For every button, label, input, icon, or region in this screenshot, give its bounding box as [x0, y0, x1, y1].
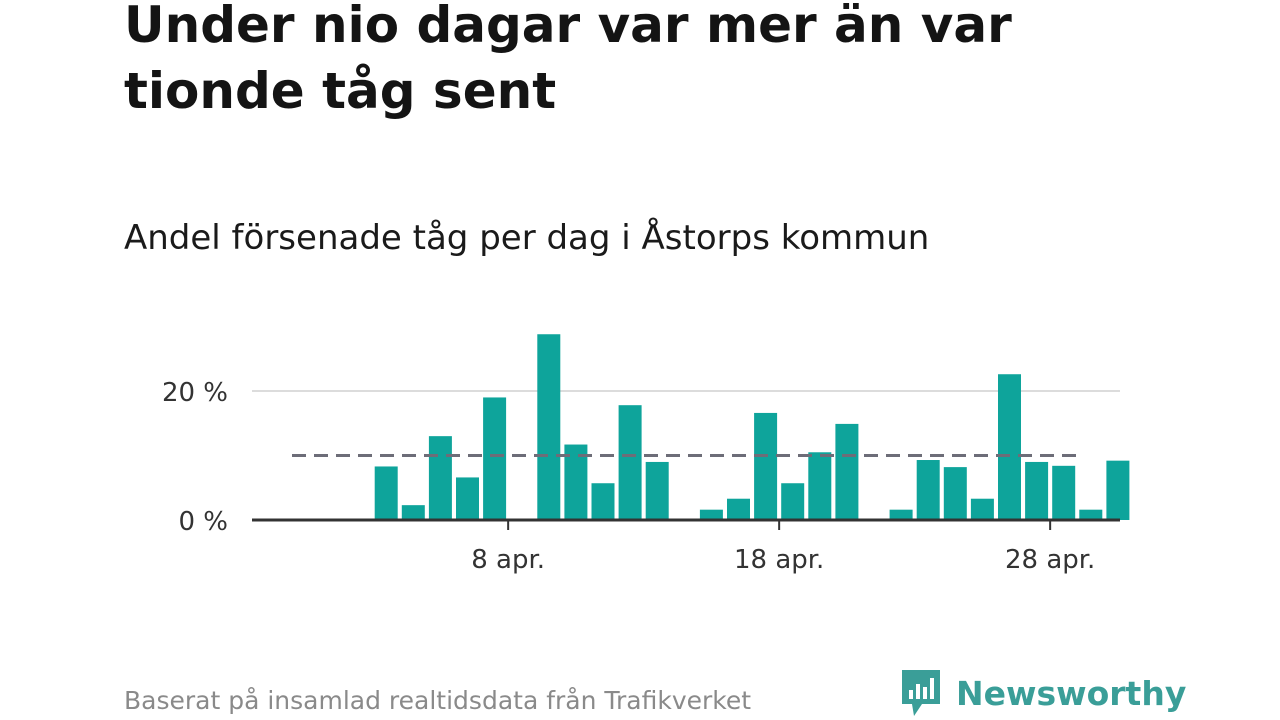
- source-note: Baserat på insamlad realtidsdata från Tr…: [124, 686, 752, 715]
- chart-title: Under nio dagar var mer än var tionde tå…: [124, 0, 1012, 120]
- bar: [456, 477, 479, 520]
- bar: [591, 483, 615, 520]
- x-tick-label: 8 apr.: [471, 545, 545, 575]
- bar: [374, 466, 398, 520]
- x-tick-label: 28 apr.: [1005, 545, 1095, 575]
- chart-subtitle: Andel försenade tåg per dag i Åstorps ko…: [124, 218, 930, 258]
- bar: [1025, 461, 1049, 520]
- x-tick-label: 18 apr.: [734, 545, 824, 575]
- bar: [754, 412, 778, 520]
- bar: [781, 483, 805, 520]
- bar: [808, 452, 832, 520]
- bars: [374, 334, 1130, 520]
- bar: [618, 405, 642, 520]
- bar: [727, 498, 750, 520]
- bar: [645, 461, 669, 520]
- bar: [1106, 460, 1130, 520]
- bar: [428, 436, 452, 520]
- bar: [916, 460, 940, 520]
- bar: [483, 397, 507, 520]
- bar: [835, 423, 859, 520]
- bar: [537, 334, 561, 520]
- bar: [401, 505, 425, 520]
- y-tick-label: 20 %: [162, 378, 228, 408]
- bar: [1052, 465, 1076, 520]
- axes: 0 % 20 % 8 apr. 18 apr. 28 apr.: [162, 378, 1120, 575]
- brand-name: Newsworthy: [956, 673, 1187, 713]
- bar: [889, 509, 913, 520]
- newsworthy-logo-icon: [902, 670, 940, 716]
- bar: [970, 498, 994, 520]
- bar: [998, 374, 1021, 520]
- bar: [699, 509, 723, 520]
- bar: [1079, 509, 1103, 520]
- bar: [564, 444, 588, 520]
- brand-logo[interactable]: Newsworthy: [900, 668, 1186, 718]
- y-tick-label: 0 %: [178, 507, 228, 537]
- bar: [943, 467, 967, 520]
